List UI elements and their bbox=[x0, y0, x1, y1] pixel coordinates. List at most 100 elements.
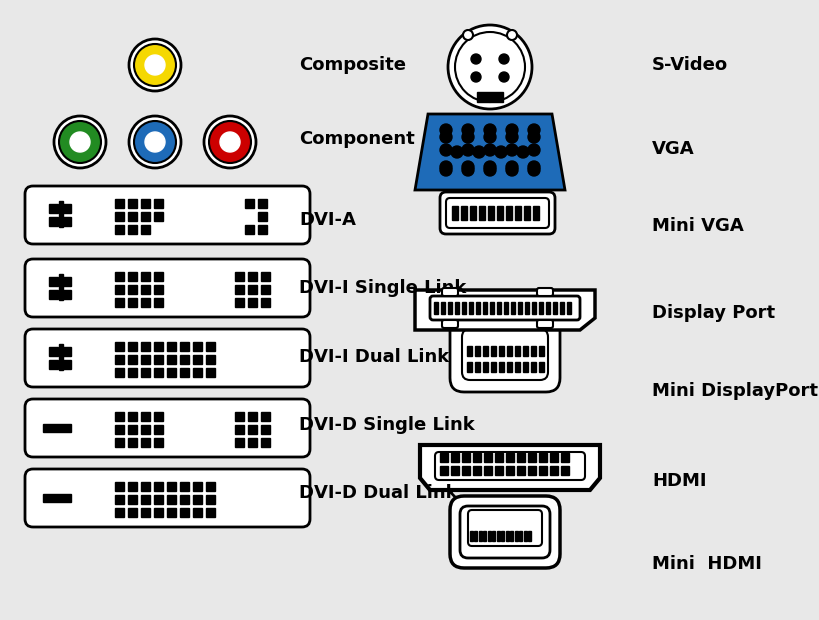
Bar bbox=[440, 453, 447, 462]
Bar bbox=[260, 412, 269, 421]
Text: Composite: Composite bbox=[299, 56, 405, 74]
Bar bbox=[192, 495, 201, 504]
Bar bbox=[504, 302, 508, 314]
Circle shape bbox=[505, 131, 518, 143]
Bar bbox=[482, 302, 486, 314]
Bar bbox=[115, 285, 124, 294]
Bar bbox=[141, 212, 150, 221]
Bar bbox=[505, 466, 514, 475]
Bar bbox=[59, 201, 63, 227]
Bar bbox=[455, 302, 459, 314]
Circle shape bbox=[440, 161, 451, 173]
FancyBboxPatch shape bbox=[459, 506, 550, 558]
Bar bbox=[482, 362, 487, 372]
Circle shape bbox=[463, 30, 473, 40]
Bar bbox=[154, 425, 163, 434]
Bar bbox=[545, 302, 550, 314]
Bar bbox=[167, 355, 176, 364]
Bar bbox=[538, 302, 542, 314]
Bar bbox=[447, 302, 451, 314]
Bar bbox=[473, 453, 481, 462]
Bar bbox=[154, 298, 163, 307]
Bar bbox=[538, 362, 543, 372]
Bar bbox=[495, 466, 502, 475]
Bar bbox=[128, 355, 137, 364]
Bar bbox=[128, 342, 137, 351]
Circle shape bbox=[447, 25, 532, 109]
FancyBboxPatch shape bbox=[450, 317, 559, 392]
FancyBboxPatch shape bbox=[434, 452, 584, 480]
Circle shape bbox=[145, 132, 165, 152]
Bar bbox=[258, 212, 267, 221]
Circle shape bbox=[483, 131, 495, 143]
Circle shape bbox=[219, 132, 240, 152]
Bar bbox=[154, 272, 163, 281]
Bar bbox=[247, 272, 256, 281]
Bar bbox=[180, 482, 188, 491]
Bar bbox=[528, 531, 531, 541]
Circle shape bbox=[440, 124, 451, 136]
Circle shape bbox=[483, 161, 495, 173]
Bar bbox=[519, 531, 522, 541]
Bar bbox=[532, 206, 538, 220]
Bar bbox=[192, 482, 201, 491]
Circle shape bbox=[461, 124, 473, 136]
Bar bbox=[167, 342, 176, 351]
FancyBboxPatch shape bbox=[25, 186, 310, 244]
Bar bbox=[467, 346, 472, 356]
Bar bbox=[468, 302, 473, 314]
FancyBboxPatch shape bbox=[441, 320, 458, 328]
Bar bbox=[260, 438, 269, 447]
Bar bbox=[474, 362, 479, 372]
Bar bbox=[473, 466, 481, 475]
Bar bbox=[510, 531, 513, 541]
Bar bbox=[235, 412, 244, 421]
Bar bbox=[247, 438, 256, 447]
Bar bbox=[62, 204, 71, 213]
Text: Mini DisplayPort: Mini DisplayPort bbox=[651, 381, 817, 400]
Bar bbox=[62, 217, 71, 226]
Bar bbox=[154, 355, 163, 364]
Bar bbox=[505, 531, 509, 541]
Bar bbox=[141, 298, 150, 307]
Bar bbox=[260, 298, 269, 307]
Bar bbox=[128, 298, 137, 307]
Bar bbox=[192, 342, 201, 351]
Text: DVI-D Single Link: DVI-D Single Link bbox=[299, 415, 474, 434]
Bar bbox=[527, 453, 536, 462]
Bar bbox=[62, 360, 71, 369]
Bar bbox=[527, 466, 536, 475]
Bar bbox=[154, 199, 163, 208]
Bar bbox=[245, 199, 254, 208]
Bar bbox=[115, 412, 124, 421]
Bar bbox=[235, 285, 244, 294]
Bar bbox=[559, 302, 563, 314]
Circle shape bbox=[70, 132, 90, 152]
Bar bbox=[538, 466, 546, 475]
Bar bbox=[154, 285, 163, 294]
Bar bbox=[523, 206, 529, 220]
Polygon shape bbox=[414, 114, 564, 190]
Circle shape bbox=[505, 124, 518, 136]
Bar bbox=[115, 298, 124, 307]
Bar bbox=[180, 355, 188, 364]
Bar bbox=[128, 425, 137, 434]
Circle shape bbox=[461, 144, 473, 156]
Text: DVI-I Single Link: DVI-I Single Link bbox=[299, 279, 466, 298]
Text: Mini VGA: Mini VGA bbox=[651, 217, 743, 236]
Circle shape bbox=[516, 146, 528, 158]
Bar bbox=[206, 368, 215, 377]
Bar bbox=[469, 531, 473, 541]
Text: VGA: VGA bbox=[651, 140, 694, 158]
Bar bbox=[235, 298, 244, 307]
FancyBboxPatch shape bbox=[446, 198, 549, 228]
Bar bbox=[49, 347, 58, 356]
Bar bbox=[440, 466, 447, 475]
Circle shape bbox=[473, 146, 484, 158]
Bar bbox=[478, 531, 482, 541]
Bar bbox=[128, 199, 137, 208]
Bar bbox=[552, 302, 556, 314]
Bar bbox=[141, 285, 150, 294]
Circle shape bbox=[470, 54, 481, 64]
Bar bbox=[514, 346, 519, 356]
